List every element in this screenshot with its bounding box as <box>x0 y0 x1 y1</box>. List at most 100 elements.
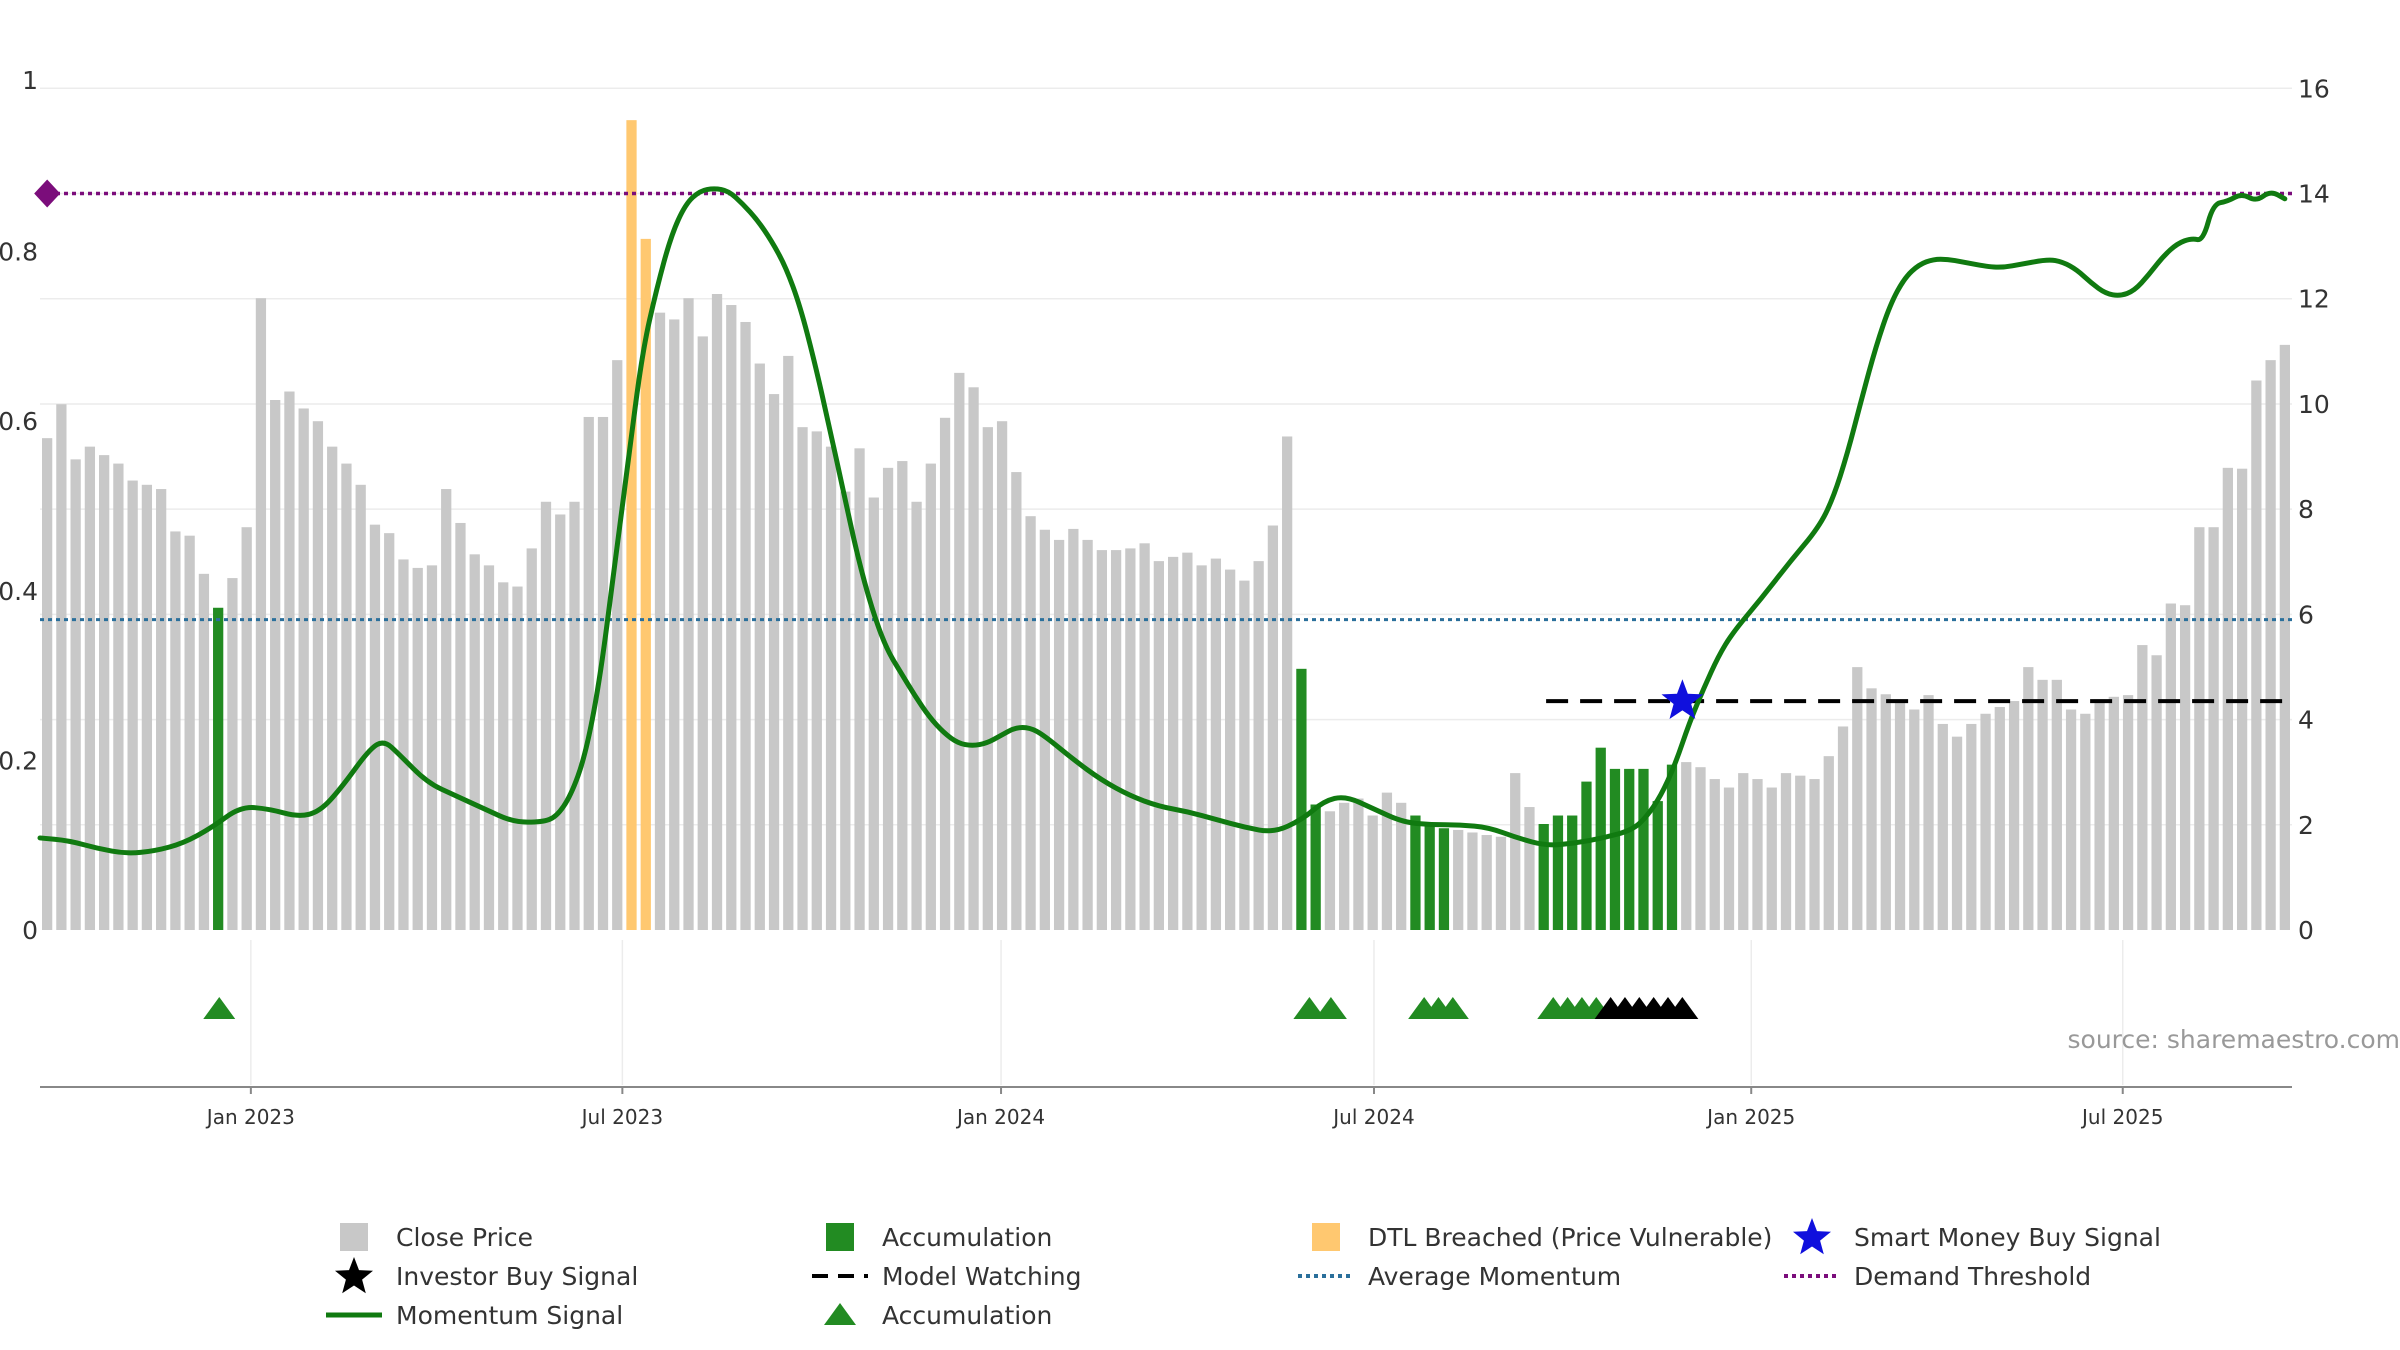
accumulation-bar <box>1609 768 1621 930</box>
close-price-bar <box>2208 527 2219 930</box>
close-price-bar <box>697 336 708 930</box>
close-price-bar <box>1738 773 1749 930</box>
close-price-bar <box>2194 527 2205 930</box>
close-price-bar <box>569 501 580 930</box>
close-price-bar <box>968 387 979 930</box>
close-price-bar <box>1011 472 1022 930</box>
accumulation-bar <box>1552 815 1564 930</box>
dtl-breached-bar <box>640 238 651 930</box>
accumulation-bar <box>1638 768 1649 930</box>
close-price-bar <box>540 501 552 930</box>
close-price-bar <box>1153 561 1165 930</box>
close-price-bar <box>412 567 423 930</box>
right-tick-label: 8 <box>2298 495 2314 524</box>
close-price-bar <box>1396 802 1407 930</box>
close-price-bar <box>498 582 509 930</box>
close-price-bar <box>1923 695 1934 930</box>
close-price-bar <box>939 417 951 931</box>
close-price-bar <box>1709 779 1720 930</box>
close-price-bar <box>1809 779 1820 930</box>
legend-label: Accumulation <box>882 1223 1052 1252</box>
accumulation-marker <box>1314 997 1347 1019</box>
accumulation-bar <box>213 607 224 930</box>
close-price-bar <box>1125 548 1136 930</box>
close-price-bar <box>255 298 267 930</box>
close-price-bar <box>811 431 822 930</box>
close-price-bar <box>1139 543 1150 930</box>
legend-label: Demand Threshold <box>1854 1262 2091 1291</box>
legend-item: DTL Breached (Price Vulnerable) <box>1312 1223 1772 1252</box>
accumulation-bar <box>1624 768 1635 930</box>
legend-item: Accumulation <box>824 1301 1052 1330</box>
close-price-bar <box>1053 539 1065 930</box>
close-price-bar <box>1795 775 1806 930</box>
legend-triangle-icon <box>824 1303 856 1325</box>
momentum-signal-line <box>37 186 2288 856</box>
legend-star-icon <box>335 1257 373 1294</box>
close-price-bar <box>70 459 81 930</box>
legend-label: Model Watching <box>882 1262 1082 1291</box>
close-price-bar <box>925 463 936 930</box>
legend-item: Close Price <box>340 1223 533 1252</box>
legend-label: Close Price <box>396 1223 533 1252</box>
close-price-bar <box>99 455 110 930</box>
accumulation-bar <box>1296 668 1307 930</box>
accumulation-bar <box>1652 801 1663 930</box>
close-price-bar <box>512 586 523 930</box>
close-price-bar <box>1467 832 1478 930</box>
close-price-bar <box>954 372 965 930</box>
legend: Close Price Accumulation DTL Breached (Pri… <box>326 1218 2161 1330</box>
close-price-bar <box>1823 756 1834 930</box>
accumulation-bar <box>1410 815 1421 930</box>
momentum-signal-series <box>37 186 2288 856</box>
right-tick-label: 4 <box>2298 706 2314 735</box>
right-tick-label: 0 <box>2298 916 2314 945</box>
close-price-bar <box>1481 835 1492 930</box>
close-price-bar <box>1082 539 1093 930</box>
close-price-bar <box>1196 565 1207 930</box>
close-price-bar <box>1182 552 1193 930</box>
close-price-bar <box>2179 605 2191 930</box>
close-price-bar <box>441 489 452 930</box>
legend-label: Accumulation <box>882 1301 1052 1330</box>
x-tick-label: Jul 2023 <box>580 1105 663 1129</box>
close-price-bar <box>2265 360 2276 930</box>
close-price-bar <box>56 404 67 930</box>
legend-item: Accumulation <box>826 1223 1052 1252</box>
close-price-bar <box>1880 694 1891 930</box>
legend-label: Momentum Signal <box>396 1301 623 1330</box>
close-price-bar <box>355 484 366 930</box>
x-tick-label: Jul 2024 <box>1331 1105 1414 1129</box>
legend-swatch <box>1312 1223 1340 1251</box>
legend-item: Momentum Signal <box>326 1301 623 1330</box>
close-price-bar <box>1723 787 1735 930</box>
left-tick-label: 1 <box>22 66 38 95</box>
close-price-bar <box>2094 699 2105 930</box>
close-price-bar <box>2065 709 2077 930</box>
close-price-bar <box>1837 726 1849 930</box>
accumulation-bar <box>1538 824 1549 930</box>
close-price-bar <box>1951 736 1963 930</box>
left-tick-label: 0.6 <box>0 407 38 436</box>
close-price-bar <box>669 319 680 930</box>
close-price-bar <box>426 565 438 930</box>
close-price-bar <box>2222 467 2233 930</box>
close-price-bar <box>1980 713 1991 930</box>
x-tick-label: Jul 2025 <box>2080 1105 2163 1129</box>
legend-star-icon <box>1793 1218 1831 1255</box>
close-price-bar <box>897 461 908 930</box>
investor-buy-marker <box>1666 997 1699 1019</box>
close-price-bar <box>1367 815 1378 930</box>
close-price-bar <box>911 501 922 930</box>
close-price-bar <box>483 565 495 930</box>
x-tick-label: Jan 2024 <box>955 1105 1045 1129</box>
accumulation-bar <box>1310 804 1321 930</box>
close-price-bar <box>597 416 609 931</box>
close-price-bar <box>170 531 181 930</box>
close-price-bar <box>840 491 851 930</box>
x-tick-label: Jan 2023 <box>205 1105 295 1129</box>
legend-item: Model Watching <box>812 1262 1082 1291</box>
left-tick-label: 0.2 <box>0 746 38 775</box>
legend-label: DTL Breached (Price Vulnerable) <box>1368 1223 1772 1252</box>
close-price-bar <box>2165 603 2176 930</box>
